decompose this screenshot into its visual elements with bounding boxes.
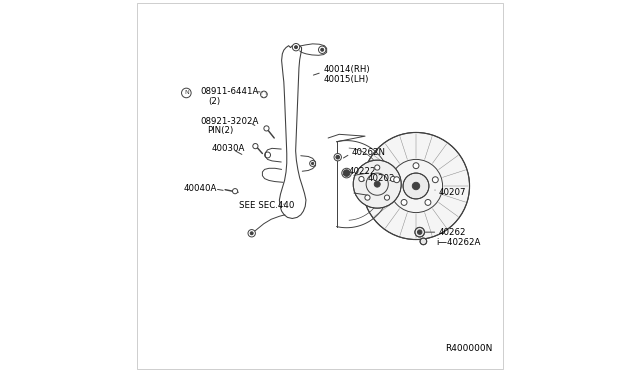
- Circle shape: [403, 173, 429, 199]
- Circle shape: [353, 160, 401, 208]
- Circle shape: [334, 154, 341, 161]
- Circle shape: [394, 177, 399, 183]
- Circle shape: [420, 238, 427, 245]
- Text: SEE SEC.440: SEE SEC.440: [239, 201, 294, 210]
- Circle shape: [433, 177, 438, 183]
- Circle shape: [401, 199, 407, 205]
- Text: PIN(2): PIN(2): [207, 126, 234, 135]
- Text: 40040A: 40040A: [184, 185, 217, 193]
- Text: R400000N: R400000N: [445, 344, 493, 353]
- Circle shape: [336, 155, 340, 159]
- Circle shape: [260, 91, 268, 98]
- Text: N: N: [184, 90, 189, 96]
- Text: 40262N: 40262N: [351, 148, 385, 157]
- Circle shape: [312, 162, 314, 164]
- Circle shape: [362, 132, 470, 240]
- Text: 40015(LH): 40015(LH): [324, 75, 369, 84]
- Text: 40222: 40222: [349, 167, 376, 176]
- Circle shape: [250, 232, 253, 235]
- Circle shape: [385, 195, 390, 200]
- Circle shape: [292, 44, 300, 51]
- Circle shape: [232, 189, 237, 194]
- Circle shape: [264, 126, 269, 131]
- Circle shape: [253, 144, 258, 149]
- Circle shape: [374, 165, 380, 170]
- Text: 40207: 40207: [438, 188, 466, 197]
- Circle shape: [321, 48, 324, 51]
- Circle shape: [365, 195, 370, 200]
- Circle shape: [413, 163, 419, 169]
- Text: 08921-3202A: 08921-3202A: [200, 117, 259, 126]
- Circle shape: [390, 176, 396, 182]
- Text: i—40262A: i—40262A: [436, 238, 481, 247]
- Text: 40202: 40202: [368, 174, 396, 183]
- Circle shape: [343, 170, 350, 176]
- Text: 40014(RH): 40014(RH): [324, 65, 371, 74]
- Text: 08911-6441A: 08911-6441A: [200, 87, 259, 96]
- Circle shape: [310, 161, 316, 166]
- Circle shape: [417, 230, 422, 234]
- Circle shape: [412, 182, 420, 190]
- Circle shape: [294, 46, 298, 49]
- Circle shape: [319, 46, 326, 54]
- Circle shape: [359, 176, 364, 182]
- Text: 40262: 40262: [438, 228, 466, 237]
- Circle shape: [425, 199, 431, 205]
- Text: (2): (2): [208, 97, 220, 106]
- Text: 40030A: 40030A: [211, 144, 244, 153]
- Circle shape: [248, 230, 255, 237]
- Circle shape: [415, 227, 424, 237]
- Circle shape: [374, 181, 380, 187]
